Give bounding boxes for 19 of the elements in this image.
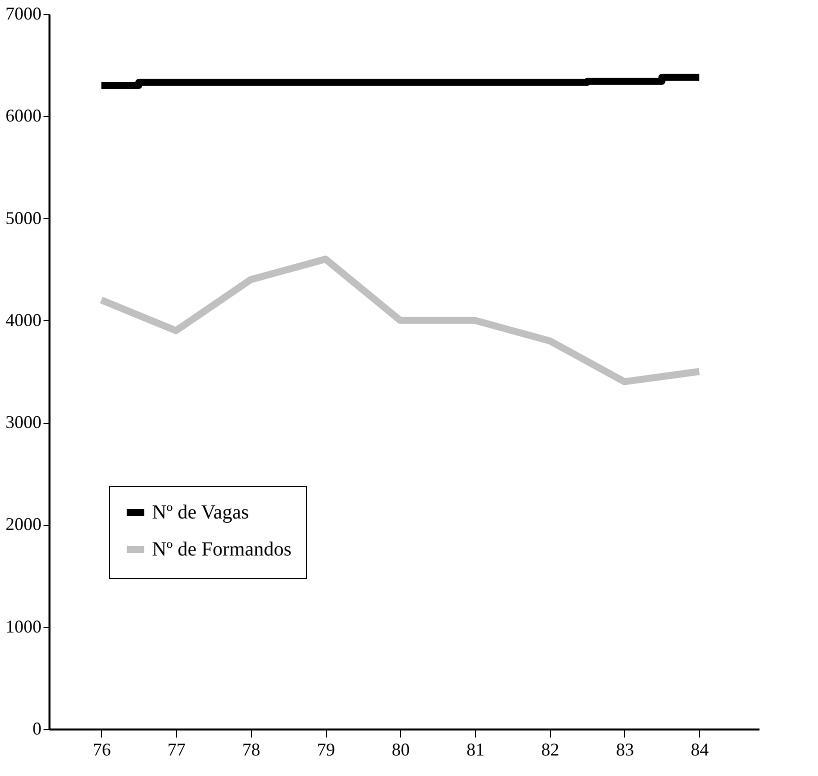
x-tick-label: 76 (92, 740, 111, 760)
legend-label: Nº de Formandos (152, 538, 292, 560)
legend-label: Nº de Vagas (152, 502, 250, 524)
y-tick-label: 0 (32, 718, 42, 738)
x-tick-label: 77 (168, 740, 186, 760)
x-tick-label: 83 (616, 740, 634, 760)
x-tick-label: 84 (690, 740, 709, 760)
y-tick-label: 4000 (6, 310, 42, 330)
y-tick-label: 6000 (6, 106, 42, 126)
y-tick-label: 1000 (6, 616, 42, 636)
y-tick-label: 3000 (6, 412, 42, 432)
x-tick-label: 79 (317, 740, 336, 760)
y-tick-label: 2000 (6, 514, 42, 534)
x-tick-label: 80 (392, 740, 410, 760)
y-tick-label: 5000 (6, 208, 42, 228)
x-tick-label: 81 (466, 740, 484, 760)
y-tick-label: 7000 (6, 4, 42, 24)
x-tick-label: 78 (242, 740, 260, 760)
x-tick-label: 82 (541, 740, 560, 760)
